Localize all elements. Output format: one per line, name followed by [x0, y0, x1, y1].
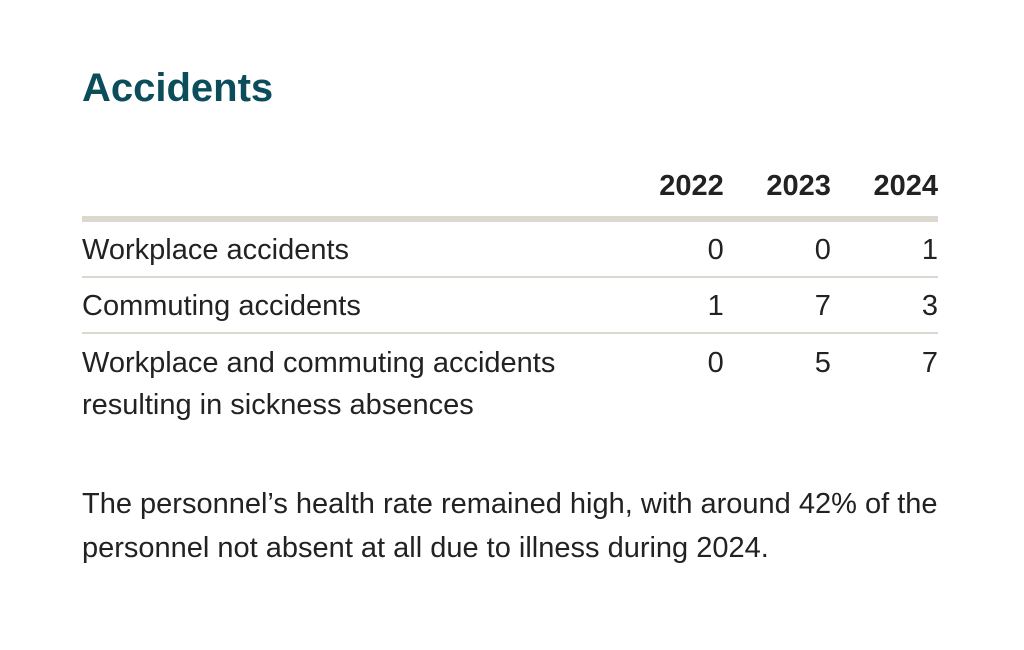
header-cell-2023: 2023: [723, 168, 831, 222]
table-row-sickness-absence-accidents: Workplace and commuting accidents result…: [82, 333, 938, 432]
cell-2024: 1: [830, 219, 938, 278]
accidents-table: 2022 2023 2024 Workplace accidents 0 0 1…: [82, 168, 938, 432]
cell-2024: 7: [921, 347, 938, 379]
row-label: Workplace and commuting accidents result…: [82, 347, 556, 421]
cell-2023: 5: [814, 347, 831, 379]
table-row-commuting-accidents: Commuting accidents 1 7 3: [82, 277, 938, 334]
cell-2022: 1: [616, 277, 724, 334]
health-rate-note: The personnel’s health rate remained hig…: [82, 488, 938, 564]
row-label: Workplace accidents: [82, 219, 617, 278]
table-header-row: 2022 2023 2024: [82, 168, 938, 222]
accidents-table-container: 2022 2023 2024 Workplace accidents 0 0 1…: [82, 168, 938, 432]
header-cell-label: [82, 168, 617, 222]
row-label: Commuting accidents: [82, 277, 617, 334]
header-cell-2024: 2024: [830, 168, 938, 222]
table-row-workplace-accidents: Workplace accidents 0 0 1: [82, 219, 938, 278]
page-title: Accidents: [82, 66, 274, 110]
cell-2022: 0: [707, 347, 724, 379]
cell-2024: 3: [830, 277, 938, 334]
cell-2023: 7: [723, 277, 831, 334]
header-cell-2022: 2022: [616, 168, 724, 222]
cell-2022: 0: [616, 219, 724, 278]
cell-2023: 0: [723, 219, 831, 278]
